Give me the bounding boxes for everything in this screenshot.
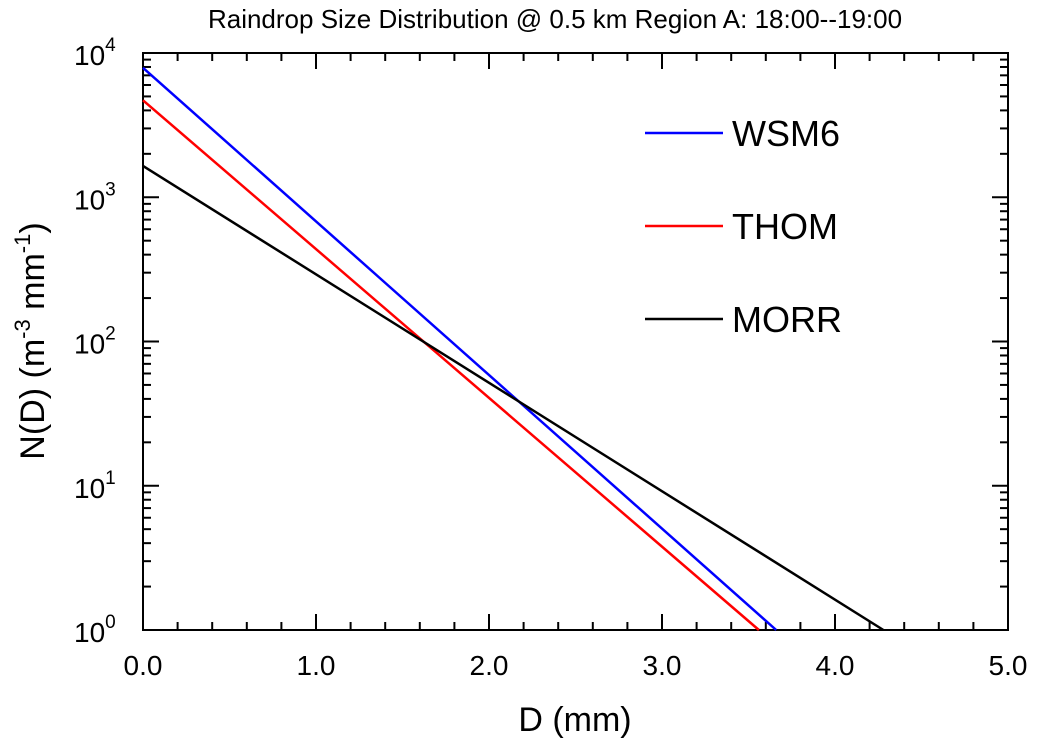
y-axis-label-sup2: -1 — [10, 234, 35, 254]
x-tick-label: 0.0 — [124, 650, 163, 681]
y-axis-label-prefix: N(D) (m — [14, 339, 52, 460]
x-tick-label: 5.0 — [989, 650, 1028, 681]
plot-frame — [142, 52, 1009, 631]
y-axis-label-suffix: ) — [14, 222, 52, 233]
y-tick-label: 104 — [74, 35, 116, 71]
y-axis-label-sup1: -3 — [10, 319, 35, 339]
plot-area — [142, 52, 1009, 632]
series-lines — [142, 66, 885, 632]
legend-label-morr: MORR — [732, 299, 842, 340]
x-tick-label: 1.0 — [297, 650, 336, 681]
y-tick-label: 100 — [74, 612, 116, 648]
series-line-thom — [142, 99, 760, 631]
chart-title: Raindrop Size Distribution @ 0.5 km Regi… — [208, 4, 902, 34]
y-axis-label-middle: mm — [14, 253, 52, 319]
y-axis-label: N(D) (m-3 mm-1) — [10, 222, 52, 459]
y-tick-labels: 100 101 102 103 104 — [74, 35, 116, 648]
x-tick-label: 4.0 — [816, 650, 855, 681]
x-tick-labels: 0.0 1.0 2.0 3.0 4.0 5.0 — [124, 650, 1028, 681]
x-tick-label: 3.0 — [643, 650, 682, 681]
major-ticks — [142, 52, 1009, 631]
y-tick-label: 103 — [74, 179, 116, 215]
legend-label-thom: THOM — [732, 206, 838, 247]
legend-label-wsm6: WSM6 — [732, 113, 840, 154]
y-tick-label: 102 — [74, 324, 116, 360]
y-tick-label: 101 — [74, 468, 116, 504]
minor-ticks — [143, 53, 1008, 630]
legend: WSM6 THOM MORR — [645, 113, 842, 340]
x-axis-label: D (mm) — [518, 701, 631, 739]
series-line-morr — [142, 164, 885, 632]
series-line-wsm6 — [142, 66, 778, 631]
x-tick-label: 2.0 — [470, 650, 509, 681]
